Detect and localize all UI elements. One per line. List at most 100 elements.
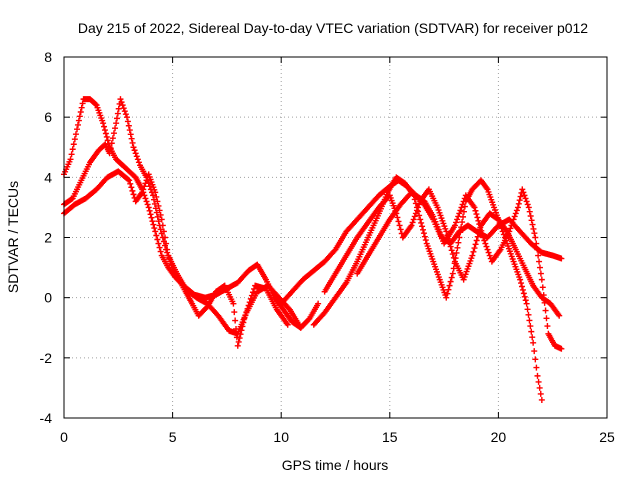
data-point: [459, 219, 466, 226]
data-point: [128, 135, 135, 142]
data-point: [520, 290, 527, 297]
data-point: [140, 186, 147, 193]
data-point: [544, 323, 551, 330]
y-tick-label: 8: [44, 49, 52, 65]
data-point: [100, 120, 107, 127]
data-point: [535, 378, 542, 385]
data-point: [146, 207, 153, 214]
data-point: [485, 249, 492, 256]
data-point: [413, 207, 420, 214]
data-point: [156, 207, 163, 214]
data-point: [460, 208, 467, 215]
data-point: [71, 136, 78, 143]
data-point: [449, 270, 456, 277]
data-point: [446, 282, 453, 289]
data-point: [538, 396, 545, 403]
data-point: [507, 225, 514, 232]
data-point: [118, 99, 125, 106]
data-point: [142, 180, 149, 187]
data-point: [521, 192, 528, 199]
data-point: [527, 323, 534, 330]
data-point: [519, 186, 526, 193]
data-point: [506, 228, 513, 235]
data-point: [148, 214, 155, 221]
x-axis-label: GPS time / hours: [282, 457, 389, 473]
data-point: [445, 286, 452, 293]
data-point: [138, 190, 145, 197]
y-axis-label: SDTVAR / TECUs: [5, 181, 21, 293]
data-point: [558, 345, 565, 352]
data-point: [524, 201, 531, 208]
data-point: [129, 187, 136, 194]
data-point: [517, 193, 524, 200]
data-point: [453, 249, 460, 256]
data-point: [454, 216, 461, 223]
data-point: [472, 241, 479, 248]
data-point: [155, 202, 162, 209]
chart-title: Day 215 of 2022, Sidereal Day-to-day VTE…: [78, 20, 588, 36]
data-point: [74, 126, 81, 133]
data-point: [144, 201, 151, 208]
data-point: [458, 224, 465, 231]
data-point: [68, 196, 75, 203]
data-point: [125, 176, 132, 183]
data-point: [409, 219, 416, 226]
data-point: [509, 219, 516, 226]
y-tick-label: -4: [40, 410, 53, 426]
data-point: [533, 240, 540, 247]
data-point: [471, 245, 478, 252]
data-point: [74, 121, 81, 128]
data-point: [528, 328, 535, 335]
data-point: [150, 221, 157, 228]
data-point: [230, 300, 237, 307]
data-point: [412, 210, 419, 217]
data-point: [508, 222, 515, 229]
x-tick-label: 15: [382, 429, 398, 445]
data-point: [235, 338, 242, 345]
data-point: [135, 159, 142, 166]
data-point: [408, 222, 415, 229]
data-point: [120, 105, 127, 112]
data-point: [161, 234, 168, 241]
data-point: [534, 372, 541, 379]
data-point: [145, 204, 152, 211]
data-point: [474, 214, 481, 221]
data-point: [477, 224, 484, 231]
data-point: [394, 214, 401, 221]
data-point: [128, 184, 135, 191]
data-point: [473, 237, 480, 244]
data-point: [70, 141, 77, 148]
data-point: [455, 239, 462, 246]
data-point: [126, 177, 133, 184]
data-point: [453, 219, 460, 226]
data-point: [457, 207, 464, 214]
data-point: [531, 230, 538, 237]
x-tick-label: 10: [273, 429, 289, 445]
data-point: [518, 280, 525, 287]
data-point: [525, 311, 532, 318]
data-point: [459, 201, 466, 208]
data-point: [154, 198, 161, 205]
data-point: [531, 348, 538, 355]
data-point: [420, 226, 427, 233]
data-point: [113, 120, 120, 127]
data-point: [460, 198, 467, 205]
data-point: [121, 108, 128, 115]
data-point: [112, 125, 119, 132]
data-point: [67, 156, 74, 163]
data-point: [449, 251, 456, 258]
data-point: [529, 334, 536, 341]
data-point: [143, 177, 150, 184]
data-point: [106, 150, 113, 157]
data-point: [454, 244, 461, 251]
data-point: [75, 117, 82, 124]
data-point: [127, 180, 134, 187]
y-tick-label: 2: [44, 230, 52, 246]
data-point: [285, 305, 292, 312]
data-point: [478, 227, 485, 234]
data-point: [540, 292, 547, 299]
data-point: [516, 197, 523, 204]
data-point: [481, 237, 488, 244]
data-point: [153, 193, 160, 200]
